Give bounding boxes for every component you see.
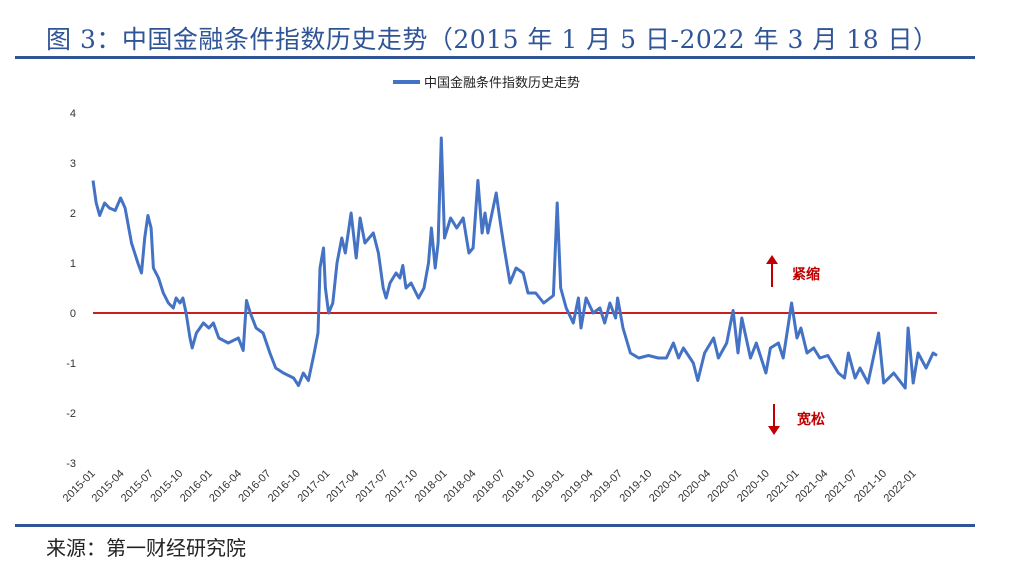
y-tick-label: 4 [70,108,76,120]
legend: 中国金融条件指数历史走势 [393,75,580,91]
y-tick-label: -2 [66,408,76,420]
y-tick-label: 1 [70,258,76,270]
y-tick-label: -3 [66,458,76,470]
annotation-loosening: 宽松 [768,404,825,435]
y-tick-label: 2 [70,208,76,220]
y-tick-label: 3 [70,158,76,170]
x-axis: 2015-012015-042015-072015-102016-012016-… [61,468,919,505]
annotation-label: 紧缩 [792,266,820,283]
annotation-label: 宽松 [797,411,825,428]
figure-title: 图 3：中国金融条件指数历史走势（2015 年 1 月 5 日-2022 年 3… [46,25,939,54]
annotation-tightening: 紧缩 [766,255,820,287]
y-axis: 4 3 2 1 0 -1 -2 -3 [66,108,76,470]
source-note: 来源：第一财经研究院 [46,536,246,560]
y-tick-label: -1 [66,358,76,370]
title-divider [15,56,975,59]
x-tick-label: 2022-01 [882,468,919,505]
footer-divider [15,524,975,527]
y-tick-label: 0 [70,308,76,320]
up-arrowhead-icon [766,255,778,264]
down-arrowhead-icon [768,426,780,435]
series-line [91,136,938,390]
legend-label: 中国金融条件指数历史走势 [424,75,580,91]
